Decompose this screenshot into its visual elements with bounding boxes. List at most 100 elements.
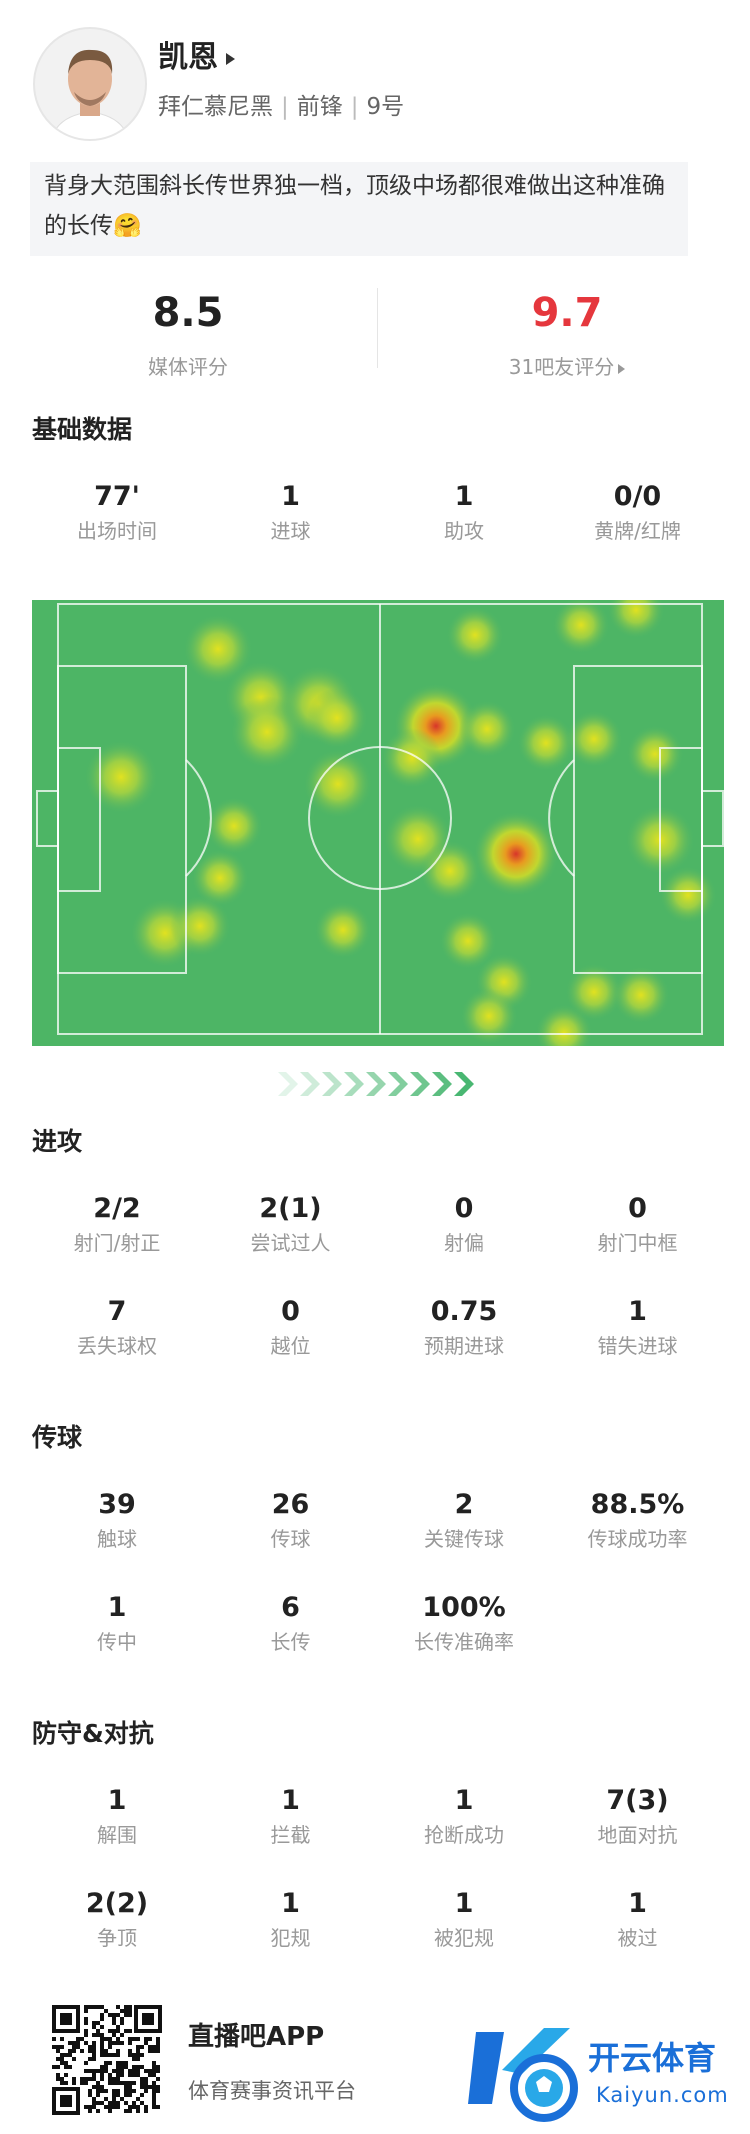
qr-module <box>96 2093 100 2097</box>
stat: 26 传球 <box>204 1487 378 1553</box>
qr-module <box>136 2109 140 2113</box>
qr-module <box>116 2025 120 2029</box>
qr-module <box>92 2045 96 2049</box>
qr-module <box>128 2041 132 2045</box>
qr-module <box>128 2093 132 2097</box>
qr-module <box>92 2041 96 2045</box>
qr-module <box>108 2077 112 2081</box>
qr-module <box>112 2105 116 2109</box>
qr-module <box>132 2065 136 2069</box>
stat-value: 1 <box>281 1888 300 1919</box>
stat: 100% 长传准确率 <box>377 1590 551 1656</box>
player-info: 拜仁慕尼黑 | 前锋 | 9号 <box>158 94 405 120</box>
stat: 0 射门中框 <box>551 1191 725 1257</box>
qr-module <box>116 2105 120 2109</box>
stat: 1 拦截 <box>204 1783 378 1849</box>
fan-rating[interactable]: 31吧友评分 <box>417 353 717 381</box>
stat-value: 0/0 <box>613 481 662 512</box>
qr-module <box>152 2049 156 2053</box>
qr-module <box>136 2073 140 2077</box>
qr-module <box>116 2073 120 2077</box>
stat-label: 争顶 <box>97 1926 137 1950</box>
qr-module <box>92 2057 96 2061</box>
qr-module <box>92 2105 96 2109</box>
qr-module <box>84 2061 88 2065</box>
qr-module <box>96 2069 100 2073</box>
brand-name: 开云体育 <box>588 2039 717 2077</box>
player-name[interactable]: 凯恩 <box>158 38 235 78</box>
qr-module <box>144 2037 148 2041</box>
qr-module <box>128 2081 132 2085</box>
stat-label: 射门中框 <box>597 1231 678 1255</box>
team: 拜仁慕尼黑 <box>158 94 273 120</box>
stat-value: 0 <box>281 1296 300 1327</box>
qr-module <box>152 2073 156 2077</box>
qr-module <box>100 2053 104 2057</box>
stat-label: 拦截 <box>270 1823 311 1847</box>
qr-module <box>68 2065 72 2069</box>
qr-module <box>132 2069 136 2073</box>
qr-module <box>120 2041 124 2045</box>
qr-module <box>92 2053 96 2057</box>
brand-logo <box>468 2028 578 2122</box>
heatmap <box>32 600 724 1046</box>
qr-module <box>136 2037 140 2041</box>
stat-label: 地面对抗 <box>597 1823 678 1847</box>
heat-spot <box>566 711 622 767</box>
qr-module <box>144 2085 148 2089</box>
player-name-text: 凯恩 <box>158 40 218 75</box>
qr-module <box>84 2041 88 2045</box>
heat-spot <box>420 841 480 901</box>
qr-module <box>64 2073 68 2077</box>
qr-module <box>116 2089 120 2093</box>
qr-module <box>128 2053 132 2057</box>
qr-module <box>80 2077 84 2081</box>
chevron <box>454 1072 474 1096</box>
qr-module <box>100 2101 104 2105</box>
qr-module <box>92 2101 96 2105</box>
qr-module <box>116 2077 120 2081</box>
qr-module <box>152 2045 156 2049</box>
heat-spot <box>608 600 664 638</box>
qr-module <box>84 2005 88 2009</box>
qr-module <box>132 2073 136 2077</box>
qr-module <box>112 2097 116 2101</box>
qr-module <box>60 2037 64 2041</box>
stat-value: 0.75 <box>430 1296 498 1327</box>
qr-module <box>136 2105 140 2109</box>
qr-module <box>56 2077 60 2081</box>
qr-module <box>156 2049 160 2053</box>
qr-module <box>132 2053 136 2057</box>
stat: 0 射偏 <box>377 1191 551 1257</box>
stat: 2 关键传球 <box>377 1487 551 1553</box>
heat-spot <box>382 728 442 788</box>
qr-module <box>104 2009 108 2013</box>
stat-label: 错失进球 <box>597 1334 678 1358</box>
stat-label: 传球 <box>270 1527 311 1551</box>
stat-value: 88.5% <box>590 1489 685 1520</box>
qr-module <box>76 2041 80 2045</box>
qr-module <box>68 2049 72 2053</box>
qr-module <box>124 2065 128 2069</box>
qr-module <box>88 2049 92 2053</box>
qr-module <box>112 2101 116 2105</box>
qr-module <box>92 2049 96 2053</box>
stat-label: 被过 <box>617 1926 658 1950</box>
qr-module <box>100 2017 104 2021</box>
qr-module <box>112 2013 116 2017</box>
qr-module <box>112 2089 116 2093</box>
qr-module <box>152 2085 156 2089</box>
qr-module <box>60 2053 64 2057</box>
stat: 2(2) 争顶 <box>30 1886 204 1952</box>
qr-module <box>124 2093 128 2097</box>
heat-spot <box>461 988 517 1044</box>
stat-label: 长传准确率 <box>414 1630 514 1654</box>
qr-module <box>72 2041 76 2045</box>
qr-module <box>68 2053 72 2057</box>
qr-code <box>48 2001 166 2119</box>
stat-value: 77' <box>94 481 140 512</box>
qr-module <box>120 2069 124 2073</box>
stat-value: 2 <box>454 1489 474 1520</box>
heat-spot <box>613 967 669 1023</box>
heat-spot <box>566 964 622 1020</box>
